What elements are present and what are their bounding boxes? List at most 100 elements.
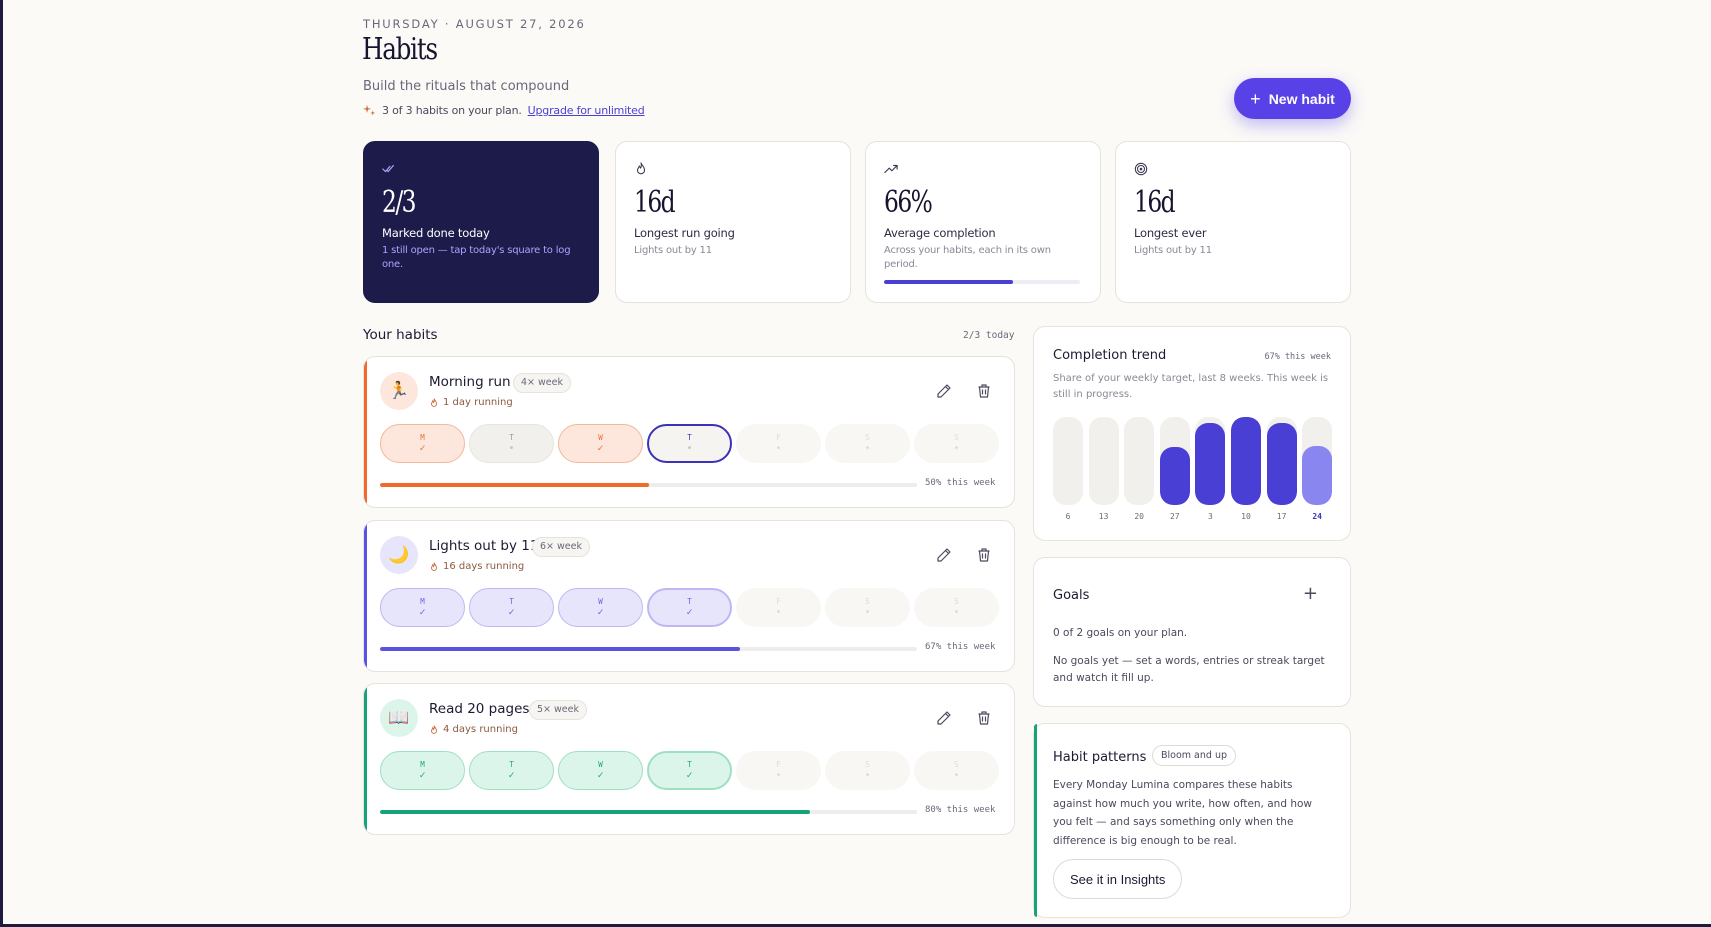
- day-letter: F: [776, 597, 781, 606]
- trend-bar: [1195, 423, 1226, 505]
- habit-progress-bar: [380, 810, 917, 814]
- day-letter: S: [954, 597, 959, 606]
- empty-dot-icon: •: [953, 443, 960, 454]
- patterns-title: Habit patterns: [1053, 750, 1147, 765]
- day-letter: W: [598, 760, 603, 769]
- flame-icon: [431, 561, 437, 571]
- sparkle-icon: [363, 104, 376, 116]
- trend-bar-track: [1124, 417, 1155, 505]
- stat-card-longest-ever: 16d Longest ever Lights out by 11: [1115, 141, 1351, 303]
- trend-bar-track: [1195, 417, 1226, 505]
- day-square-s[interactable]: S •: [825, 588, 910, 627]
- check-icon: ✓: [686, 607, 693, 618]
- day-letter: S: [865, 597, 870, 606]
- flame-icon: [431, 397, 437, 407]
- trend-week-label: 6: [1065, 512, 1071, 521]
- day-square-s[interactable]: S •: [914, 424, 999, 463]
- plan-tier-chip: Bloom and up: [1152, 745, 1236, 766]
- page-title: Habits: [362, 32, 438, 67]
- average-completion-bar: [884, 280, 1080, 284]
- empty-dot-icon: •: [864, 443, 871, 454]
- day-square-f[interactable]: F •: [736, 751, 821, 790]
- day-square-w[interactable]: W ✓: [558, 424, 643, 463]
- habit-progress-bar: [380, 647, 917, 651]
- habit-streak-text: 4 days running: [443, 724, 518, 735]
- day-square-t[interactable]: T ✓: [469, 588, 554, 627]
- day-square-t[interactable]: T ✓: [469, 751, 554, 790]
- stat-sub: Across your habits, each in its own peri…: [884, 245, 1051, 270]
- habit-progress-label: 80% this week: [925, 805, 996, 815]
- completion-trend-card: Completion trend 67% this week Share of …: [1033, 326, 1351, 541]
- trash-icon[interactable]: [976, 383, 992, 399]
- day-square-f[interactable]: F •: [736, 424, 821, 463]
- habit-accent: [364, 521, 367, 671]
- stat-label: Marked done today: [382, 226, 490, 240]
- edit-icon[interactable]: [936, 383, 952, 399]
- stat-label: Longest run going: [634, 226, 735, 240]
- day-square-s[interactable]: S •: [825, 424, 910, 463]
- goals-card: Goals + 0 of 2 goals on your plan. No go…: [1033, 557, 1351, 707]
- check-icon: ✓: [419, 443, 426, 454]
- habit-progress-label: 67% this week: [925, 642, 996, 652]
- trend-week-label: 24: [1312, 512, 1322, 521]
- new-habit-button[interactable]: + New habit: [1234, 78, 1351, 119]
- day-square-s[interactable]: S •: [914, 751, 999, 790]
- add-goal-button[interactable]: +: [1302, 583, 1318, 604]
- day-letter: T: [687, 597, 692, 606]
- day-square-m[interactable]: M ✓: [380, 588, 465, 627]
- habit-progress-fill: [380, 647, 740, 651]
- habit-progress-label: 50% this week: [925, 478, 996, 488]
- day-letter: T: [509, 597, 514, 606]
- day-square-m[interactable]: M ✓: [380, 424, 465, 463]
- habit-accent: [364, 684, 367, 834]
- trash-icon[interactable]: [976, 710, 992, 726]
- check-icon: ✓: [419, 607, 426, 618]
- day-square-w[interactable]: W ✓: [558, 588, 643, 627]
- trend-bar-track: [1088, 417, 1119, 505]
- stat-label: Longest ever: [1134, 226, 1207, 240]
- habit-frequency-badge: 4× week: [513, 373, 571, 393]
- trash-icon[interactable]: [976, 547, 992, 563]
- day-square-m[interactable]: M ✓: [380, 751, 465, 790]
- habit-emoji: 🏃: [380, 372, 418, 410]
- day-square-w[interactable]: W ✓: [558, 751, 643, 790]
- stat-value: 16d: [1134, 185, 1176, 220]
- habit-frequency-badge: 5× week: [529, 700, 587, 720]
- trend-bar-track: [1053, 417, 1083, 505]
- habit-week-days: M ✓ T ✓ W ✓ T ✓ F • S • S •: [380, 588, 999, 627]
- check-icon: ✓: [597, 770, 604, 781]
- day-letter: S: [954, 760, 959, 769]
- day-square-today[interactable]: T •: [647, 424, 732, 463]
- empty-dot-icon: •: [864, 770, 871, 781]
- target-icon: [1134, 162, 1148, 176]
- habit-progress-fill: [380, 810, 810, 814]
- new-habit-label: New habit: [1268, 90, 1335, 107]
- habit-streak-text: 1 day running: [443, 397, 513, 408]
- upgrade-link[interactable]: Upgrade for unlimited: [527, 104, 645, 117]
- day-square-s[interactable]: S •: [914, 588, 999, 627]
- habit-streak: 16 days running: [429, 561, 524, 572]
- edit-icon[interactable]: [936, 547, 952, 563]
- day-square-today[interactable]: T ✓: [647, 751, 732, 790]
- habit-streak: 1 day running: [429, 397, 513, 408]
- habit-accent: [364, 357, 367, 507]
- empty-dot-icon: •: [775, 443, 782, 454]
- empty-dot-icon: •: [775, 770, 782, 781]
- habit-emoji: 🌙: [380, 536, 418, 574]
- day-square-f[interactable]: F •: [736, 588, 821, 627]
- stat-value: 16d: [634, 185, 676, 220]
- plan-usage-text: 3 of 3 habits on your plan.: [382, 104, 522, 117]
- habit-card-morning-run: 🏃 Morning run 4× week 1 day running M ✓ T •…: [363, 356, 1015, 508]
- edit-icon[interactable]: [936, 710, 952, 726]
- day-square-s[interactable]: S •: [825, 751, 910, 790]
- trend-title: Completion trend: [1053, 348, 1167, 363]
- day-letter: M: [420, 760, 425, 769]
- habit-progress-fill: [380, 483, 649, 487]
- stat-card-average-completion: 66% Average completion Across your habit…: [865, 141, 1101, 303]
- day-square-t[interactable]: T •: [469, 424, 554, 463]
- day-letter: M: [420, 433, 425, 442]
- see-insights-button[interactable]: See it in Insights: [1053, 859, 1183, 899]
- check-icon: ✓: [508, 607, 515, 618]
- habit-emoji: 📖: [380, 699, 418, 737]
- day-square-today[interactable]: T ✓: [647, 588, 732, 627]
